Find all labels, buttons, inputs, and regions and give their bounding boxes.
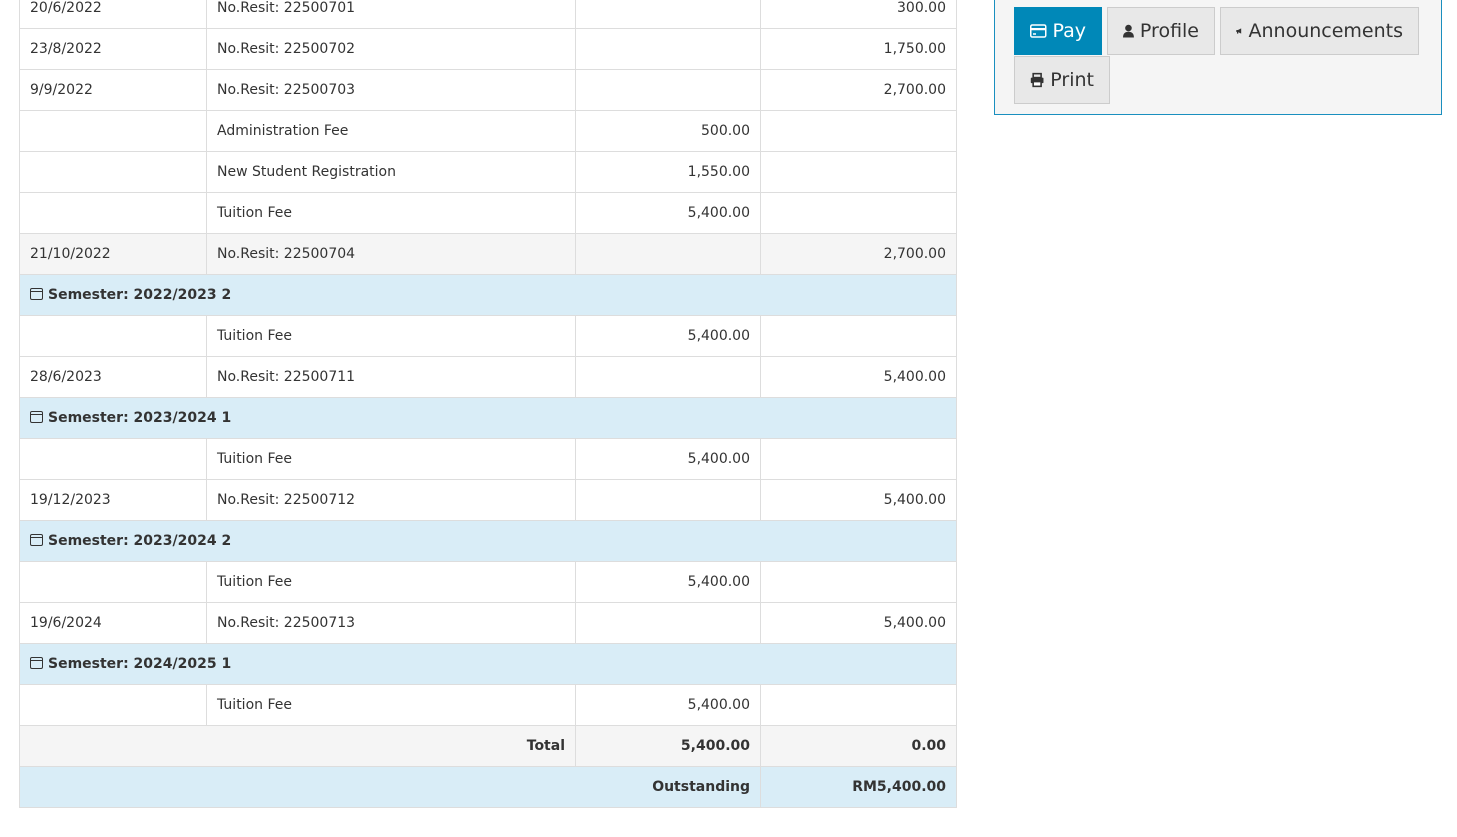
debit-cell: [575, 602, 761, 644]
user-icon: [1123, 24, 1134, 38]
outstanding-row: Outstanding RM5,400.00: [19, 766, 957, 808]
semester-row: Semester: 2023/2024 1: [19, 397, 957, 439]
total-row: Total 5,400.00 0.00: [19, 725, 957, 767]
debit-cell: 5,400.00: [575, 684, 761, 726]
statement-table: 20/6/2022 No.Resit: 22500701 300.00 23/8/20…: [19, 0, 957, 808]
announcements-button[interactable]: Announcements: [1220, 7, 1419, 55]
debit-cell: 1,550.00: [575, 151, 761, 193]
table-row: 28/6/2023 No.Resit: 22500711 5,400.00: [19, 356, 957, 398]
date-cell: 19/6/2024: [19, 602, 207, 644]
actions-panel: Pay Profile Announcements Print: [994, 0, 1442, 115]
debit-cell: [575, 0, 761, 29]
description-cell: No.Resit: 22500712: [206, 479, 576, 521]
semester-label: Semester: 2023/2024 1: [48, 410, 232, 426]
table-row: 23/8/2022 No.Resit: 22500702 1,750.00: [19, 28, 957, 70]
description-cell: No.Resit: 22500702: [206, 28, 576, 70]
calendar-icon: [30, 288, 43, 300]
credit-cell: 5,400.00: [760, 356, 957, 398]
table-row: Tuition Fee 5,400.00: [19, 438, 957, 480]
credit-cell: 2,700.00: [760, 233, 957, 275]
debit-cell: 5,400.00: [575, 438, 761, 480]
credit-cell: [760, 684, 957, 726]
description-cell: No.Resit: 22500701: [206, 0, 576, 29]
debit-cell: 500.00: [575, 110, 761, 152]
debit-cell: 5,400.00: [575, 315, 761, 357]
description-cell: No.Resit: 22500704: [206, 233, 576, 275]
credit-cell: 1,750.00: [760, 28, 957, 70]
date-cell: 20/6/2022: [19, 0, 207, 29]
credit-cell: 5,400.00: [760, 479, 957, 521]
table-row: Tuition Fee 5,400.00: [19, 684, 957, 726]
debit-cell: 5,400.00: [575, 192, 761, 234]
total-debit: 5,400.00: [575, 725, 761, 767]
table-row: Tuition Fee 5,400.00: [19, 315, 957, 357]
table-row: 9/9/2022 No.Resit: 22500703 2,700.00: [19, 69, 957, 111]
debit-cell: [575, 69, 761, 111]
description-cell: Tuition Fee: [206, 315, 576, 357]
description-cell: Tuition Fee: [206, 684, 576, 726]
total-credit: 0.00: [760, 725, 957, 767]
credit-cell: [760, 110, 957, 152]
print-icon: [1030, 72, 1044, 88]
description-cell: No.Resit: 22500703: [206, 69, 576, 111]
semester-row: Semester: 2022/2023 2: [19, 274, 957, 316]
description-cell: Administration Fee: [206, 110, 576, 152]
date-cell: 9/9/2022: [19, 69, 207, 111]
date-cell: 19/12/2023: [19, 479, 207, 521]
date-cell: [19, 315, 207, 357]
semester-label: Semester: 2024/2025 1: [48, 656, 232, 672]
table-row: 20/6/2022 No.Resit: 22500701 300.00: [19, 0, 957, 29]
credit-cell: 5,400.00: [760, 602, 957, 644]
table-row: Tuition Fee 5,400.00: [19, 192, 957, 234]
date-cell: 21/10/2022: [19, 233, 207, 275]
debit-cell: [575, 28, 761, 70]
credit-cell: [760, 438, 957, 480]
date-cell: [19, 110, 207, 152]
description-cell: Tuition Fee: [206, 561, 576, 603]
debit-cell: [575, 233, 761, 275]
date-cell: [19, 151, 207, 193]
description-cell: No.Resit: 22500713: [206, 602, 576, 644]
debit-cell: [575, 479, 761, 521]
table-row: 21/10/2022 No.Resit: 22500704 2,700.00: [19, 233, 957, 275]
credit-cell: [760, 315, 957, 357]
outstanding-label: Outstanding: [19, 766, 761, 808]
description-cell: Tuition Fee: [206, 438, 576, 480]
table-row: New Student Registration 1,550.00: [19, 151, 957, 193]
credit-cell: 2,700.00: [760, 69, 957, 111]
pay-button[interactable]: Pay: [1014, 7, 1102, 55]
description-cell: No.Resit: 22500711: [206, 356, 576, 398]
semester-row: Semester: 2024/2025 1: [19, 643, 957, 685]
credit-cell: 300.00: [760, 0, 957, 29]
bullhorn-icon: [1236, 28, 1242, 34]
calendar-icon: [30, 534, 43, 546]
description-cell: Tuition Fee: [206, 192, 576, 234]
date-cell: 23/8/2022: [19, 28, 207, 70]
credit-cell: [760, 561, 957, 603]
table-row: 19/6/2024 No.Resit: 22500713 5,400.00: [19, 602, 957, 644]
date-cell: [19, 438, 207, 480]
credit-cell: [760, 192, 957, 234]
semester-label: Semester: 2022/2023 2: [48, 287, 232, 303]
date-cell: [19, 192, 207, 234]
credit-card-icon: [1030, 24, 1047, 38]
calendar-icon: [30, 657, 43, 669]
table-row: Tuition Fee 5,400.00: [19, 561, 957, 603]
debit-cell: [575, 356, 761, 398]
total-label: Total: [19, 725, 576, 767]
profile-button[interactable]: Profile: [1107, 7, 1215, 55]
debit-cell: 5,400.00: [575, 561, 761, 603]
calendar-icon: [30, 411, 43, 423]
table-row: Administration Fee 500.00: [19, 110, 957, 152]
credit-cell: [760, 151, 957, 193]
date-cell: [19, 684, 207, 726]
table-row: 19/12/2023 No.Resit: 22500712 5,400.00: [19, 479, 957, 521]
semester-row: Semester: 2023/2024 2: [19, 520, 957, 562]
semester-label: Semester: 2023/2024 2: [48, 533, 232, 549]
description-cell: New Student Registration: [206, 151, 576, 193]
outstanding-value: RM5,400.00: [760, 766, 957, 808]
date-cell: 28/6/2023: [19, 356, 207, 398]
date-cell: [19, 561, 207, 603]
print-button[interactable]: Print: [1014, 56, 1110, 104]
